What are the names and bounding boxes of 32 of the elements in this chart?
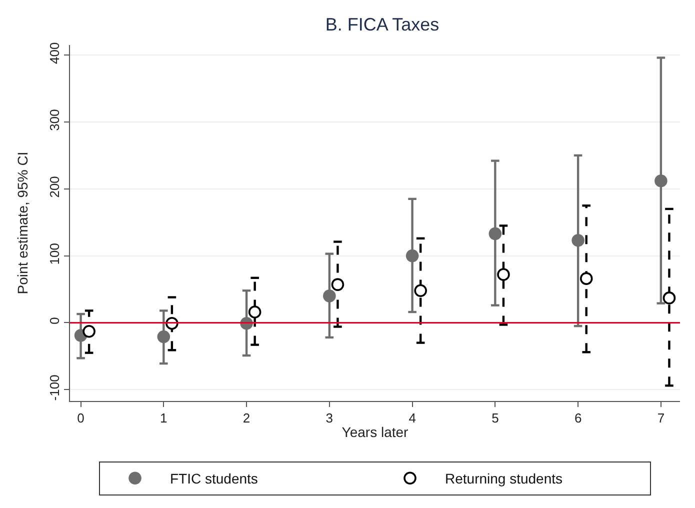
point [497, 268, 510, 281]
x-axis-title: Years later [342, 424, 409, 440]
y-tick-label: 200 [46, 176, 62, 198]
x-tick-label: 1 [160, 410, 168, 426]
x-tick-label: 4 [408, 410, 416, 426]
point [331, 278, 344, 291]
point [323, 290, 336, 302]
x-tick-label: 5 [492, 410, 499, 426]
point [82, 325, 96, 338]
point [572, 234, 584, 247]
point [662, 292, 676, 304]
y-tick-label: 0 [46, 317, 62, 324]
point [488, 227, 502, 240]
point [157, 330, 170, 344]
y-axis-title: Point estimate, 95% CI [14, 152, 30, 294]
x-tick-label: 7 [657, 410, 665, 426]
y-tick-label: 300 [46, 109, 62, 131]
point [248, 306, 262, 318]
y-tick-label: -100 [46, 374, 62, 401]
point [580, 272, 593, 285]
legend-label: Returning students [445, 470, 563, 487]
y-tick-label: 100 [46, 242, 62, 265]
x-tick-label: 6 [574, 410, 582, 426]
x-tick-label: 3 [326, 410, 334, 426]
x-tick-label: 2 [242, 410, 250, 426]
legend-label: FTIC students [170, 470, 258, 487]
y-tick-label: 400 [46, 42, 62, 64]
x-tick-label: 0 [77, 410, 84, 426]
point [406, 249, 419, 262]
point [654, 174, 668, 188]
chart-title: B. FICA Taxes [325, 14, 440, 34]
point [414, 284, 427, 297]
